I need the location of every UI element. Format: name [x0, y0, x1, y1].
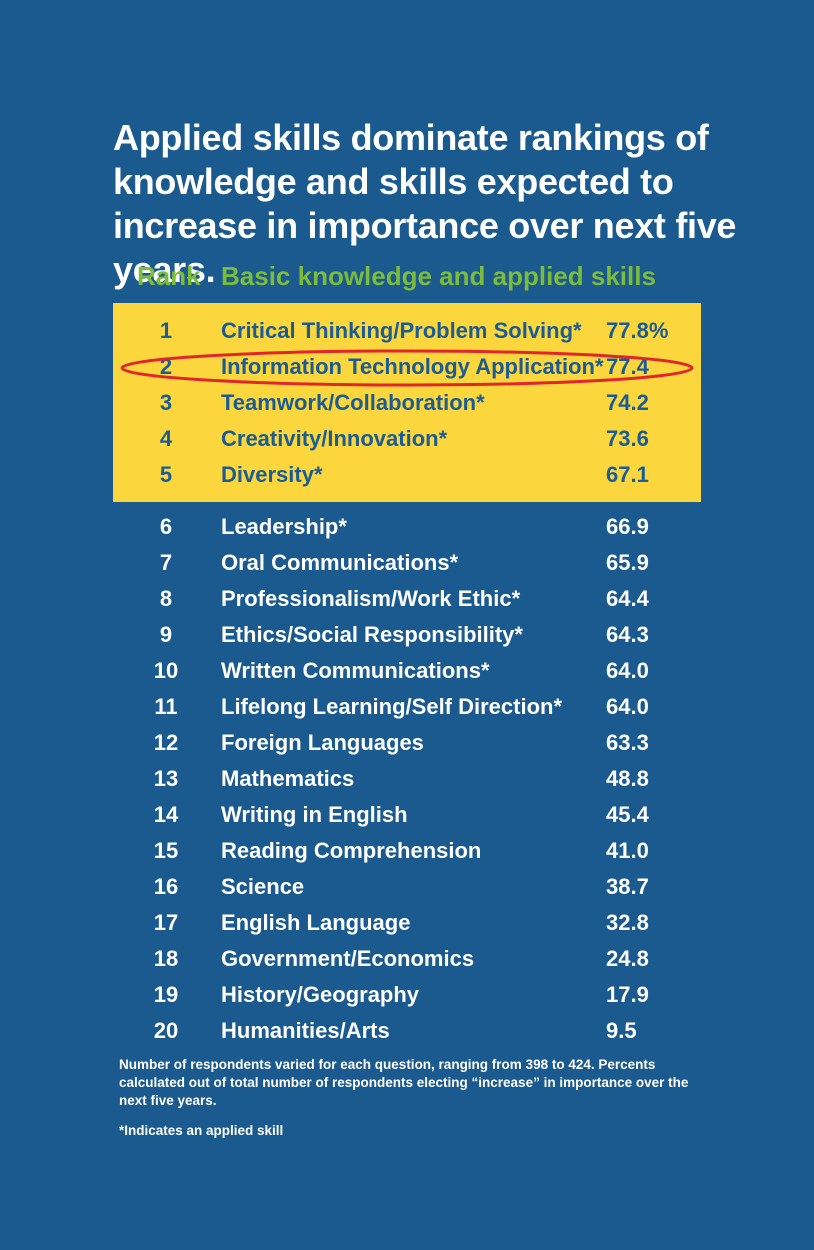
skill-cell: Diversity* [221, 462, 323, 487]
value-cell: 38.7 [606, 874, 649, 899]
skill-column-header: Basic knowledge and applied skills [221, 261, 656, 291]
table-row: 4 Creativity/Innovation* 73.6 [0, 424, 814, 460]
rank-cell: 13 [153, 766, 179, 791]
table-row: 6 Leadership* 66.9 [0, 512, 814, 548]
value-cell: 9.5 [606, 1018, 637, 1043]
skill-cell: Teamwork/Collaboration* [221, 390, 485, 415]
rank-cell: 9 [159, 622, 173, 647]
respondents-note: Number of respondents varied for each qu… [119, 1057, 689, 1108]
page-title: Applied skills dominate rankings of know… [113, 117, 737, 290]
top-five-highlight [113, 303, 701, 502]
table-row: 12 Foreign Languages 63.3 [0, 728, 814, 764]
table-row: 14 Writing in English 45.4 [0, 800, 814, 836]
rank-cell: 10 [153, 658, 179, 683]
value-cell: 64.4 [606, 586, 649, 611]
skill-cell: Lifelong Learning/Self Direction* [221, 694, 563, 719]
skill-cell: Foreign Languages [221, 730, 424, 755]
table-row: 8 Professionalism/Work Ethic* 64.4 [0, 584, 814, 620]
rank-cell: 19 [153, 982, 179, 1007]
table-row: 1 Critical Thinking/Problem Solving* 77.8% [0, 316, 814, 352]
rank-cell: 20 [153, 1018, 179, 1043]
rank-cell: 6 [159, 514, 173, 539]
rank-cell: 17 [153, 910, 179, 935]
rank-cell: 4 [159, 426, 173, 451]
value-cell: 67.1 [606, 462, 649, 487]
skill-cell: Oral Communications* [221, 550, 459, 575]
value-cell: 45.4 [606, 802, 649, 827]
table-row: 16 Science 38.7 [0, 872, 814, 908]
skill-cell: Writing in English [221, 802, 408, 827]
value-cell: 66.9 [606, 514, 649, 539]
table-row: 2 Information Technology Application* 77.4 [0, 352, 814, 388]
skill-cell: Reading Comprehension [221, 838, 482, 863]
table-row: 19 History/Geography 17.9 [0, 980, 814, 1016]
value-cell: 65.9 [606, 550, 649, 575]
skill-cell: Information Technology Application* [221, 354, 604, 379]
rank-cell: 16 [153, 874, 179, 899]
skill-cell: Creativity/Innovation* [221, 426, 448, 451]
rank-cell: 1 [159, 318, 173, 343]
value-cell: 17.9 [606, 982, 649, 1007]
value-cell: 41.0 [606, 838, 649, 863]
rank-cell: 5 [159, 462, 173, 487]
skill-cell: Written Communications* [221, 658, 490, 683]
table-row: 7 Oral Communications* 65.9 [0, 548, 814, 584]
rank-cell: 11 [154, 694, 178, 719]
table-row: 5 Diversity* 67.1 [0, 460, 814, 496]
rank-cell: 12 [153, 730, 179, 755]
value-cell: 64.0 [606, 658, 649, 683]
rank-cell: 15 [153, 838, 179, 863]
table-row: 9 Ethics/Social Responsibility* 64.3 [0, 620, 814, 656]
table-row: 15 Reading Comprehension 41.0 [0, 836, 814, 872]
value-cell: 77.8% [606, 318, 669, 343]
value-cell: 24.8 [606, 946, 649, 971]
applied-skill-footnote: *Indicates an applied skill [119, 1123, 284, 1138]
value-cell: 32.8 [606, 910, 649, 935]
skill-cell: Science [221, 874, 305, 899]
value-cell: 73.6 [606, 426, 649, 451]
skill-cell: Humanities/Arts [221, 1018, 390, 1043]
rank-cell: 3 [159, 390, 173, 415]
rank-cell: 7 [159, 550, 173, 575]
rank-column-header: Rank [137, 261, 201, 291]
table-row: 3 Teamwork/Collaboration* 74.2 [0, 388, 814, 424]
value-cell: 64.3 [606, 622, 649, 647]
skill-cell: Critical Thinking/Problem Solving* [221, 318, 582, 343]
skill-cell: Mathematics [221, 766, 355, 791]
skill-cell: English Language [221, 910, 411, 935]
table-row: 18 Government/Economics 24.8 [0, 944, 814, 980]
table-row: 17 English Language 32.8 [0, 908, 814, 944]
rank-cell: 14 [153, 802, 179, 827]
skill-cell: Professionalism/Work Ethic* [221, 586, 521, 611]
skill-cell: History/Geography [221, 982, 420, 1007]
value-cell: 64.0 [606, 694, 649, 719]
value-cell: 48.8 [606, 766, 649, 791]
skill-cell: Leadership* [221, 514, 347, 539]
table-row: 13 Mathematics 48.8 [0, 764, 814, 800]
value-cell: 63.3 [606, 730, 649, 755]
table-row: 10 Written Communications* 64.0 [0, 656, 814, 692]
value-cell: 74.2 [606, 390, 649, 415]
table-row: 11 Lifelong Learning/Self Direction* 64.0 [0, 692, 814, 728]
table-row: 20 Humanities/Arts 9.5 [0, 1016, 814, 1052]
rank-cell: 8 [159, 586, 173, 611]
skill-cell: Ethics/Social Responsibility* [221, 622, 523, 647]
red-circle-annotation [120, 349, 694, 387]
skill-cell: Government/Economics [221, 946, 475, 971]
rank-cell: 18 [153, 946, 179, 971]
